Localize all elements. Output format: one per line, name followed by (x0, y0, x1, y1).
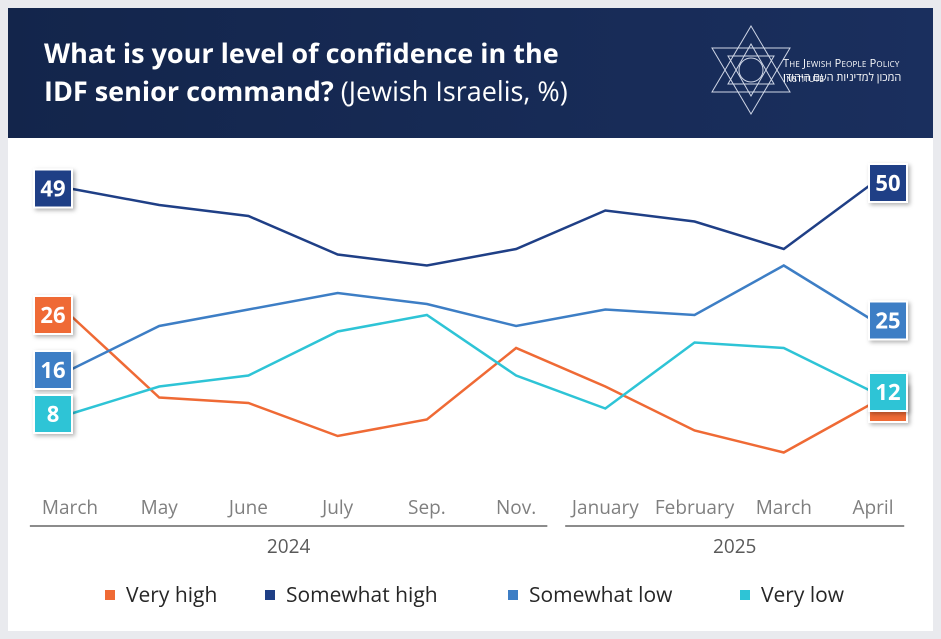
series-line (69, 181, 874, 267)
x-tick-label: February (655, 494, 735, 520)
value-label: 25 (875, 306, 900, 336)
series-line (69, 264, 874, 372)
title: What is your level of confidence in the … (44, 34, 604, 110)
card: What is your level of confidence in the … (8, 8, 933, 631)
value-label: 26 (40, 300, 65, 330)
logo (711, 25, 791, 115)
legend-swatch (508, 590, 518, 600)
x-tick-label: Sep. (408, 494, 446, 520)
value-box (868, 372, 908, 412)
legend-label: Somewhat low (529, 581, 673, 609)
x-tick-label: April (853, 494, 894, 520)
org-name: The Jewish People Policy Institute (783, 56, 900, 86)
value-box (868, 163, 908, 203)
value-label: 12 (875, 377, 900, 407)
value-label: 49 (40, 174, 65, 204)
x-tick-label: January (570, 494, 639, 520)
legend-swatch (740, 590, 750, 600)
year-label: 2024 (267, 533, 311, 559)
x-tick-label: June (227, 494, 268, 520)
legend-swatch (105, 590, 115, 600)
value-box (33, 168, 73, 209)
legend-label: Very low (761, 581, 845, 609)
x-tick-label: July (320, 494, 354, 520)
chart-subtitle: (Jewish Israelis, %) (340, 72, 568, 109)
value-box (868, 300, 908, 341)
header: What is your level of confidence in the … (8, 8, 933, 138)
legend-label: Very high (126, 581, 217, 609)
legend-swatch (265, 590, 275, 600)
x-tick-label: March (756, 494, 812, 520)
x-tick-label: Nov. (496, 494, 536, 520)
value-label: 50 (875, 168, 900, 198)
series-line (69, 314, 874, 454)
value-box (33, 295, 73, 335)
year-label: 2025 (713, 533, 756, 559)
value-box (33, 394, 73, 434)
value-label: 16 (40, 355, 65, 385)
series-line (69, 313, 874, 416)
org-name-hebrew: המכון למדיניות העם היהודי (783, 70, 902, 85)
chart-title: What is your level of confidence in the … (44, 34, 559, 109)
value-box (33, 350, 73, 390)
x-tick-label: May (141, 494, 179, 520)
x-tick-label: March (42, 494, 98, 520)
value-label: 8 (47, 399, 60, 429)
legend-label: Somewhat high (286, 581, 438, 609)
